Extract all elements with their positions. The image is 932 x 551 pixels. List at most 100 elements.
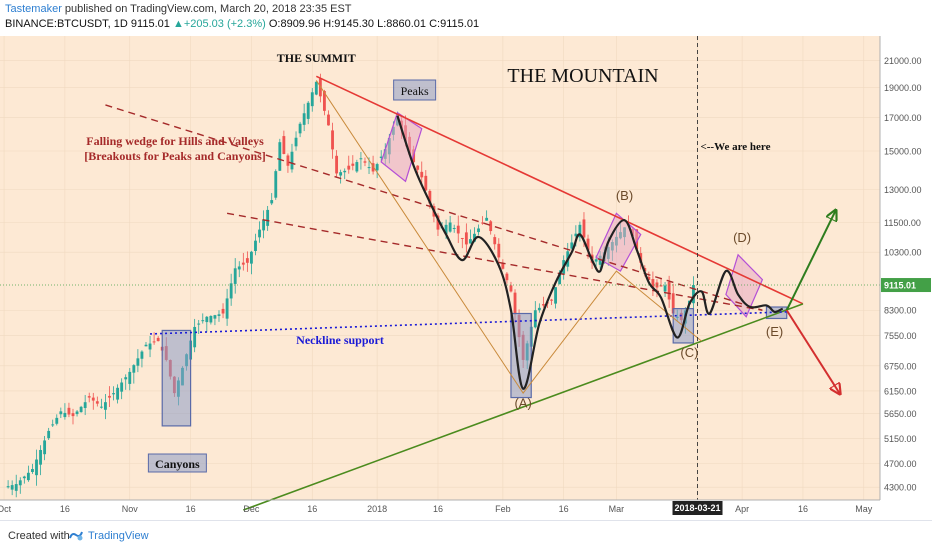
chart-title: THE MOUNTAIN <box>507 65 658 87</box>
canyons-label: Canyons <box>155 457 200 471</box>
candle-body <box>270 200 274 204</box>
candle-body <box>335 155 339 174</box>
y-tick-label: 11500.00 <box>884 218 921 228</box>
candle-body <box>245 258 249 263</box>
candle-body <box>513 292 517 315</box>
candle-body <box>501 263 505 269</box>
footer: Created with TradingView <box>0 520 932 551</box>
candle-body <box>152 341 156 343</box>
candle-body <box>225 298 229 319</box>
candle-body <box>448 222 452 232</box>
footer-brand-link[interactable]: TradingView <box>88 530 149 542</box>
candle-body <box>464 232 468 245</box>
candle-body <box>473 233 476 242</box>
candle-body <box>258 229 261 238</box>
candle-body <box>586 238 590 251</box>
candle-body <box>574 233 578 237</box>
candle-body <box>91 397 95 401</box>
x-tick-label-current: 2018-03-21 <box>674 503 720 513</box>
candle-body <box>468 239 472 244</box>
publish-line: Tastemaker published on TradingView.com,… <box>5 3 352 15</box>
y-tick-label: 6150.00 <box>884 386 917 396</box>
candle-body <box>310 92 314 107</box>
resistance-line <box>315 75 804 305</box>
y-tick-label: 7550.00 <box>884 331 917 341</box>
peak-box-d <box>725 253 764 318</box>
candle-body <box>537 307 541 311</box>
candle-body <box>87 396 91 398</box>
canyon-box-nov <box>161 329 192 427</box>
candle-body <box>71 413 75 417</box>
candle-body <box>59 411 63 415</box>
candle-body <box>347 165 351 170</box>
candle-body <box>79 406 83 413</box>
y-tick-label: 8300.00 <box>884 306 917 316</box>
bull-projection-arrow <box>785 211 836 311</box>
candle-body <box>201 320 205 322</box>
candle-body <box>659 285 663 287</box>
candle-body <box>140 351 144 359</box>
chart-canvas[interactable]: THE SUMMIT THE MOUNTAIN Peaks Falling wedge… <box>0 36 932 520</box>
y-tick-label: 13000.00 <box>884 185 922 195</box>
summit-label: THE SUMMIT <box>277 51 356 65</box>
support-line <box>243 303 804 511</box>
candle-body <box>570 242 574 249</box>
y-tick-label: 15000.00 <box>884 147 922 157</box>
zigzag-path <box>315 80 702 394</box>
candle-body <box>460 237 464 239</box>
candle-body <box>213 315 217 319</box>
published-text: published on TradingView.com, March 20, … <box>64 3 352 15</box>
candle-body <box>363 161 367 163</box>
wedge-lower-line <box>226 212 763 311</box>
candle-body <box>104 402 107 410</box>
neckline-label: Neckline support <box>296 333 384 347</box>
candle-body <box>67 407 71 415</box>
candle-body <box>250 251 253 264</box>
candle-body <box>493 237 497 245</box>
candle-body <box>428 190 432 204</box>
candle-body <box>237 266 241 270</box>
last-price: 9115.01 <box>130 18 170 30</box>
candle-body <box>136 358 140 366</box>
candle-body <box>554 287 557 304</box>
y-tick-label: 17000.00 <box>884 113 922 123</box>
y-tick-label: 19000.00 <box>884 83 922 93</box>
peak-box-jan <box>380 111 423 183</box>
x-tick-label: 2018 <box>367 504 387 514</box>
candle-body <box>14 484 18 491</box>
x-tick-label: 16 <box>798 504 808 514</box>
candle-body <box>99 406 103 408</box>
candle-body <box>424 175 428 191</box>
candle-body <box>120 382 124 392</box>
candle-body <box>39 449 42 465</box>
wedge-label-line2: [Breakouts for Peaks and Canyons] <box>84 149 266 163</box>
candle-body <box>375 164 379 171</box>
candle-body <box>327 114 330 126</box>
candle-body <box>124 377 128 380</box>
candle-body <box>323 90 326 111</box>
annotation-labels: THE SUMMIT THE MOUNTAIN Peaks Falling wedge… <box>84 51 783 473</box>
candle-body <box>509 285 513 292</box>
candle-body <box>379 156 383 158</box>
author-link[interactable]: Tastemaker <box>5 3 62 15</box>
candle-body <box>692 285 695 304</box>
candle-body <box>306 102 310 119</box>
candle-body <box>436 215 440 230</box>
trendlines <box>0 36 880 511</box>
candle-body <box>351 163 355 166</box>
candle-body <box>355 162 359 172</box>
candle-body <box>148 343 152 350</box>
candle-body <box>6 486 10 488</box>
wave-d-label: (D) <box>733 230 751 245</box>
candle-body <box>233 268 237 284</box>
candle-body <box>477 228 480 233</box>
candle-body <box>655 282 659 288</box>
candle-body <box>26 472 30 481</box>
y-axis: 21000.00 19000.00 17000.00 15000.00 13000.00… <box>879 36 931 500</box>
candle-body <box>31 469 34 472</box>
canyon-box-a <box>510 312 532 399</box>
candle-body <box>108 395 111 398</box>
wave-path <box>396 115 784 390</box>
tradingview-logo-icon <box>69 531 83 541</box>
candle-body <box>558 273 562 285</box>
